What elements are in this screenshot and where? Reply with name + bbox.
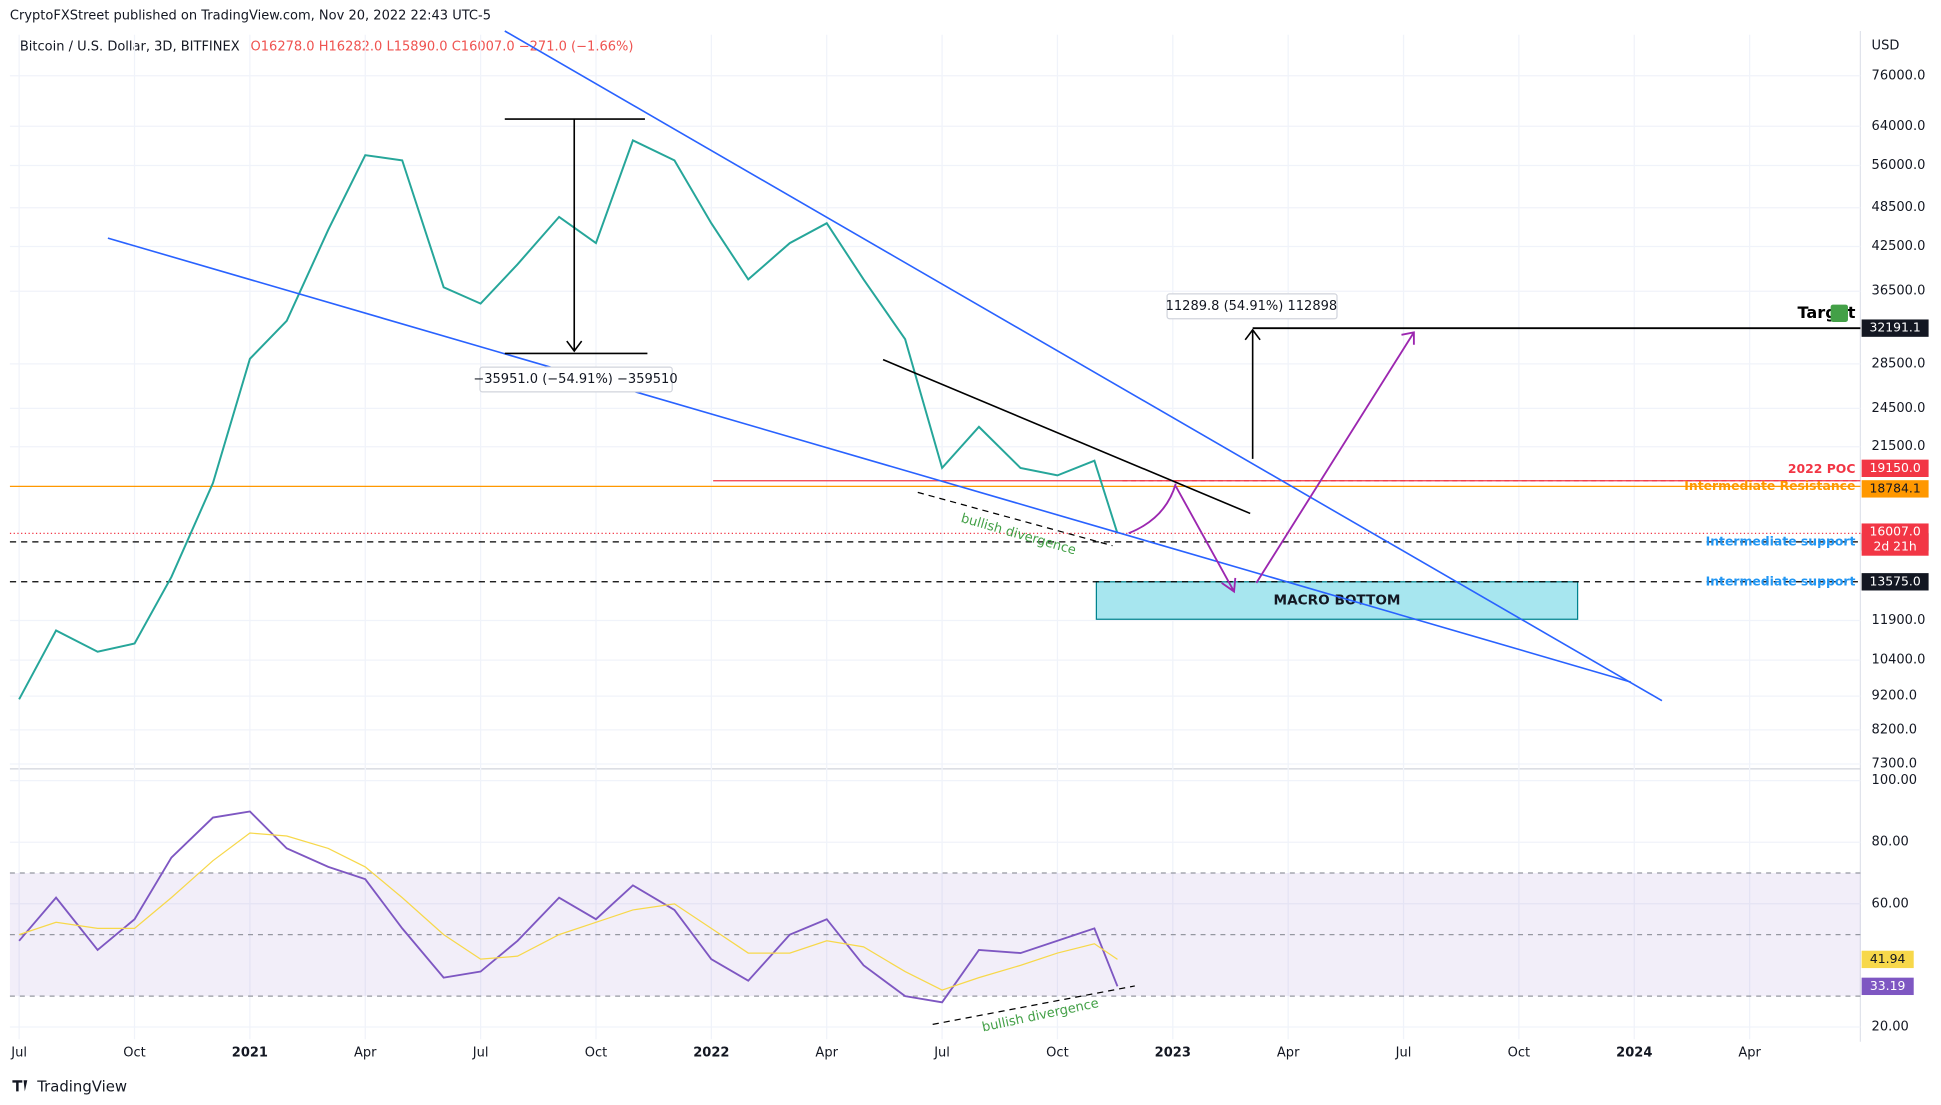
y-tick-label: 56000.0 <box>1872 158 1926 173</box>
level-label: Intermediate support <box>1706 573 1856 588</box>
y-tick-label: 21500.0 <box>1872 439 1926 454</box>
countdown: 2d 21h <box>1873 539 1916 554</box>
rsi-label: 33.19 <box>1870 978 1906 993</box>
rsi-label-bg <box>1861 977 1914 996</box>
y-tick-label: 11900.0 <box>1872 613 1926 628</box>
y-tick-label: 60.00 <box>1872 896 1909 911</box>
y-tick-label: 48500.0 <box>1872 200 1926 215</box>
y-tick-label: 76000.0 <box>1872 68 1926 83</box>
y-unit: USD <box>1872 38 1900 53</box>
measure <box>1244 328 1261 459</box>
y-tick-label: 64000.0 <box>1872 119 1926 134</box>
y-tick-label: 10400.0 <box>1872 653 1926 668</box>
rsi-label-bg <box>1861 950 1914 969</box>
measure-box <box>479 366 673 393</box>
header: CryptoFXStreet published on TradingView.… <box>10 9 491 24</box>
measure <box>504 118 648 355</box>
price-label-bg <box>1861 573 1929 591</box>
level-label: 2022 POC <box>1788 461 1856 476</box>
trendline <box>107 237 1632 683</box>
y-tick-label: 42500.0 <box>1872 239 1926 254</box>
price-label: 19150.0 <box>1869 460 1920 475</box>
footer: TradingView <box>36 1078 127 1096</box>
x-tick-label: Oct <box>123 1045 146 1060</box>
y-tick-label: 24500.0 <box>1872 401 1926 416</box>
target-check <box>1830 304 1848 322</box>
x-tick-label: Apr <box>1277 1045 1300 1060</box>
arrow <box>1128 483 1177 535</box>
x-tick-label: Apr <box>815 1045 838 1060</box>
trendline <box>504 30 1663 702</box>
rsi-label: 41.94 <box>1870 951 1906 966</box>
price-label: 32191.1 <box>1869 320 1920 335</box>
x-tick-label: 2023 <box>1155 1045 1191 1060</box>
rsi-line <box>18 832 1118 991</box>
rsi-line <box>18 810 1119 1004</box>
y-tick-label: 20.00 <box>1872 1019 1909 1034</box>
x-tick-label: Oct <box>1508 1045 1531 1060</box>
x-tick-label: 2024 <box>1616 1045 1652 1060</box>
x-tick-label: Jul <box>1395 1045 1412 1060</box>
price-label-bg <box>1861 480 1929 498</box>
arrow <box>1174 485 1237 594</box>
macro-bottom-zone <box>1095 581 1579 620</box>
zone-label: MACRO BOTTOM <box>1274 593 1401 609</box>
y-tick-label: 36500.0 <box>1872 284 1926 299</box>
price-label: 16007.0 <box>1869 524 1920 539</box>
x-tick-label: Jul <box>10 1045 27 1060</box>
ohlc: O16278.0 H16282.0 L15890.0 C16007.0 −271… <box>251 40 634 55</box>
price-label-bg <box>1861 319 1929 337</box>
price-label-bg <box>1861 523 1929 556</box>
chart-title: Bitcoin / U.S. Dollar, 3D, BITFINEX <box>20 40 240 55</box>
y-tick-label: 80.00 <box>1872 835 1909 850</box>
divergence-line <box>917 491 1113 547</box>
x-tick-label: 2022 <box>693 1045 729 1060</box>
marks: MACRO BOTTOM <box>9 139 1861 1004</box>
x-tick-label: Oct <box>1046 1045 1069 1060</box>
y-tick-label: 8200.0 <box>1872 722 1918 737</box>
x-tick-label: 2021 <box>232 1045 268 1060</box>
y-tick-label: 7300.0 <box>1872 757 1918 772</box>
level-label: Intermediate Resistance <box>1684 478 1855 493</box>
price-label: 18784.1 <box>1869 480 1920 495</box>
x-tick-label: Apr <box>354 1045 377 1060</box>
price-label: 13575.0 <box>1869 573 1920 588</box>
measure-box <box>1166 293 1338 320</box>
measure-label: −35951.0 (−54.91%) −359510 <box>473 372 677 387</box>
price-label-bg <box>1861 459 1929 478</box>
x-tick-label: Apr <box>1738 1045 1761 1060</box>
arrow <box>1255 331 1415 584</box>
x-tick-label: Jul <box>472 1045 489 1060</box>
divergence-line <box>932 985 1135 1025</box>
y-tick-label: 9200.0 <box>1872 689 1918 704</box>
grid <box>9 34 1861 1040</box>
y-tick-label: 100.00 <box>1872 773 1918 788</box>
x-tick-label: Oct <box>585 1045 608 1060</box>
measure-label: 11289.8 (54.91%) 112898 <box>1166 299 1338 314</box>
x-tick-label: Jul <box>933 1045 950 1060</box>
y-tick-label: 28500.0 <box>1872 356 1926 371</box>
price-line <box>18 139 1119 700</box>
level-label: Intermediate support <box>1706 533 1856 548</box>
trendline <box>882 358 1251 515</box>
